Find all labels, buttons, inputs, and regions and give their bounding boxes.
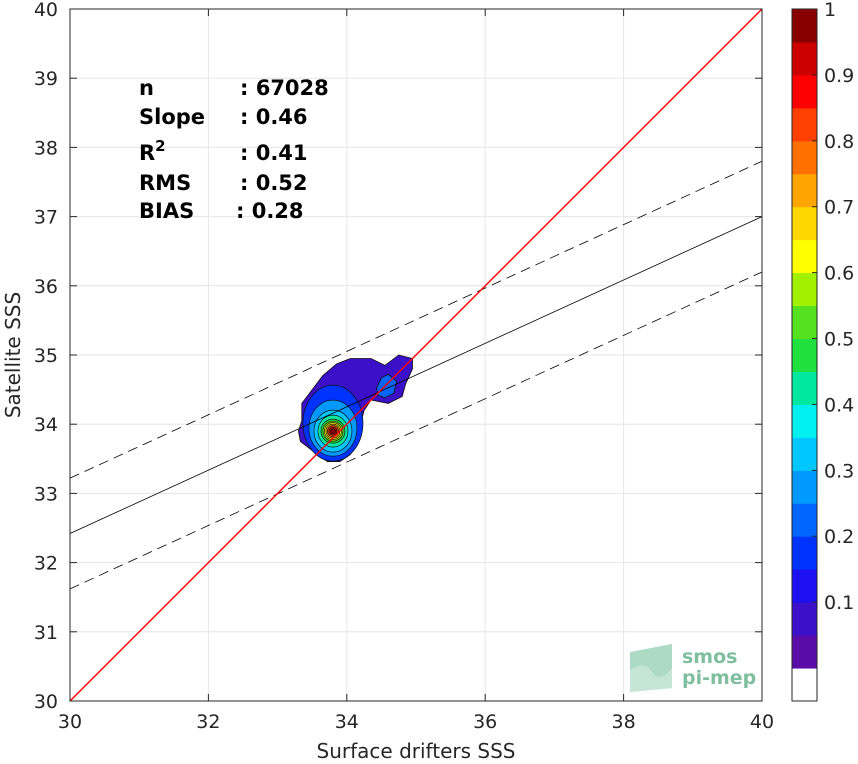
- y-tick-label: 32: [34, 553, 58, 575]
- stat-label: n: [139, 76, 154, 100]
- y-tick-label: 33: [34, 483, 58, 505]
- y-tick-label: 30: [34, 691, 58, 713]
- colorbar-band: [792, 305, 817, 340]
- colorbar-band: [792, 668, 817, 702]
- colorbar-tick-label: 0.7: [824, 197, 854, 219]
- grid: [70, 9, 762, 701]
- colorbar-band: [792, 206, 817, 241]
- colorbar: 0.1 0.2 0.3 0.4 0.5 0.6 0.7 0.8 0.9 1: [791, 0, 854, 702]
- colorbar-band: [792, 404, 817, 438]
- colorbar-band: [792, 470, 817, 504]
- y-tick-label: 31: [34, 622, 58, 644]
- stat-value: : 0.28: [236, 199, 304, 223]
- x-tick-label: 36: [473, 711, 497, 733]
- stats-box: n : 67028 Slope : 0.46 R2 : 0.41 RMS : 0.52 BIAS…: [139, 76, 329, 223]
- colorbar-band: [792, 239, 817, 274]
- stat-value: : 0.41: [240, 141, 308, 165]
- colorbar-band: [792, 140, 817, 175]
- stat-label: RMS: [139, 171, 191, 195]
- colorbar-tick-label: 1: [824, 0, 836, 21]
- y-tick-label: 34: [34, 414, 58, 436]
- stat-label: R2: [139, 137, 166, 165]
- density-contour: [330, 428, 336, 434]
- y-tick-label: 40: [34, 0, 58, 21]
- stat-value: : 67028: [240, 76, 329, 100]
- colorbar-tick-label: 0.6: [824, 263, 854, 285]
- axis-ticks: 30 32 34 36 38 40 30 31 32 33 34 35 36 37 38 39 40: [34, 0, 774, 733]
- colorbar-band: [792, 371, 817, 405]
- colorbar-band: [792, 41, 817, 76]
- x-tick-label: 30: [58, 711, 82, 733]
- colorbar-tick-label: 0.8: [824, 131, 854, 153]
- stat-value: : 0.52: [240, 171, 308, 195]
- logo-text-smos: smos: [682, 646, 737, 668]
- colorbar-band: [792, 503, 817, 537]
- density-contours: [297, 354, 413, 463]
- x-tick-label: 40: [750, 711, 774, 733]
- y-tick-label: 35: [34, 345, 58, 367]
- colorbar-band: [792, 635, 817, 669]
- colorbar-frame: [791, 8, 818, 702]
- fit-line: [69, 216, 763, 534]
- colorbar-tick-label: 0.3: [824, 460, 854, 482]
- x-axis-label: Surface drifters SSS: [317, 739, 516, 763]
- stat-label: Slope: [139, 105, 205, 129]
- y-tick-label: 39: [34, 68, 58, 90]
- colorbar-band: [792, 173, 817, 208]
- y-tick-label: 37: [34, 207, 58, 229]
- identity-line: [69, 8, 763, 702]
- colorbar-band: [792, 107, 817, 142]
- x-tick-label: 34: [335, 711, 359, 733]
- colorbar-band: [792, 437, 817, 471]
- colorbar-band: [792, 569, 817, 603]
- colorbar-tick-label: 0.5: [824, 329, 854, 351]
- colorbar-tick-label: 0.1: [824, 592, 854, 614]
- x-tick-label: 32: [196, 711, 220, 733]
- colorbar-tick-label: 0.4: [824, 394, 854, 416]
- colorbar-band: [792, 74, 817, 109]
- colorbar-tick-label: 0.2: [824, 526, 854, 548]
- colorbar-band: [792, 602, 817, 636]
- logo-text-pimep: pi-mep: [682, 667, 756, 689]
- colorbar-band: [792, 536, 817, 570]
- regression-lines: [69, 8, 763, 702]
- stat-label: BIAS: [139, 199, 194, 223]
- y-tick-label: 38: [34, 137, 58, 159]
- y-tick-label: 36: [34, 276, 58, 298]
- colorbar-band: [792, 338, 817, 372]
- colorbar-tick-label: 0.9: [824, 65, 854, 87]
- y-axis-label: Satellite SSS: [1, 292, 25, 418]
- x-tick-label: 38: [612, 711, 636, 733]
- smos-pi-mep-logo: smos pi-mep: [630, 644, 756, 692]
- logo-wave-shade: [630, 665, 672, 692]
- colorbar-band: [792, 9, 817, 43]
- colorbar-band: [792, 272, 817, 307]
- stat-value: : 0.46: [240, 105, 308, 129]
